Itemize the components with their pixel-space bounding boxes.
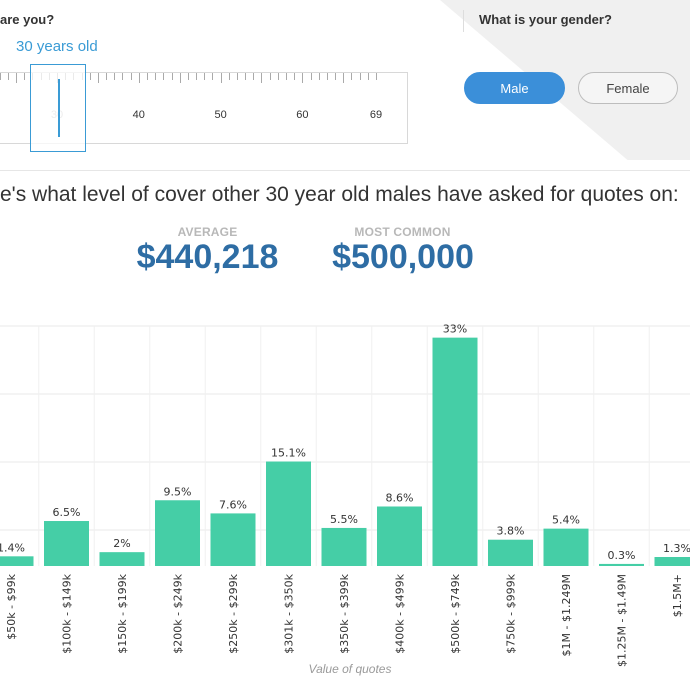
slider-tick — [187, 73, 189, 80]
slider-tick — [294, 73, 296, 80]
male-button[interactable]: Male — [464, 72, 565, 104]
slider-tick — [163, 73, 165, 80]
female-button[interactable]: Female — [578, 72, 678, 104]
slider-tick — [277, 73, 279, 80]
bar-value-label: 0.3% — [608, 549, 636, 562]
slider-tick — [310, 73, 312, 80]
category-tick-label: $301k - $350k — [283, 573, 296, 653]
slider-tick — [228, 73, 230, 80]
average-label: AVERAGE — [177, 225, 238, 239]
slider-tick — [146, 73, 148, 80]
slider-tick — [97, 73, 99, 83]
slider-tick — [24, 73, 26, 80]
category-tick-label: $500k - $749k — [449, 573, 462, 653]
category-tick-label: $750k - $999k — [505, 573, 518, 653]
bar — [432, 337, 478, 566]
bar-value-label: 9.5% — [164, 485, 192, 498]
slider-tick — [376, 73, 377, 80]
slider-tick — [326, 73, 328, 80]
slider-tick — [245, 73, 247, 80]
horizontal-divider — [0, 170, 690, 171]
bar — [321, 527, 367, 566]
category-tick-label: $350k - $399k — [338, 573, 351, 653]
gender-question-label: What is your gender? — [479, 12, 612, 27]
slider-tick — [302, 73, 304, 83]
category-tick-label: $150k - $199k — [116, 573, 129, 653]
slider-tick — [171, 73, 173, 80]
bar-value-label: 1.3% — [663, 542, 690, 555]
bar-value-label: 7.6% — [219, 498, 247, 511]
bar — [488, 539, 533, 566]
bar — [0, 556, 34, 566]
slider-tick — [212, 73, 214, 80]
slider-tick — [343, 73, 345, 83]
category-tick-label: $50k - $99k — [5, 573, 18, 639]
age-slider-thumb[interactable] — [30, 64, 86, 152]
bar — [599, 563, 644, 566]
section-divider — [463, 10, 464, 32]
slider-tick-label: 60 — [296, 109, 309, 121]
bar-value-label: 2% — [113, 537, 130, 550]
bar — [210, 513, 256, 566]
slider-tick — [114, 73, 116, 80]
bar-value-label: 3.8% — [497, 525, 525, 538]
slider-tick — [155, 73, 157, 80]
slider-tick — [286, 73, 288, 80]
category-tick-label: $1.5M+ — [671, 574, 684, 617]
slider-tick-label: 40 — [132, 109, 145, 121]
slider-tick — [7, 73, 9, 80]
bar-value-label: 8.6% — [386, 491, 414, 504]
age-question-label: are you? — [0, 12, 55, 27]
bar-value-label: 15.1% — [271, 447, 306, 460]
slider-tick — [130, 73, 132, 80]
slider-tick — [236, 73, 238, 80]
bar — [99, 552, 145, 566]
bar — [266, 461, 311, 566]
bar — [543, 528, 589, 566]
slider-tick — [204, 73, 206, 80]
slider-tick — [335, 73, 337, 80]
slider-tick — [106, 73, 108, 80]
average-value: $440,218 — [136, 238, 279, 276]
slider-tick — [220, 73, 222, 83]
category-tick-label: $1M - $1.249M — [560, 574, 573, 656]
category-tick-label: $250k - $299k — [227, 573, 240, 653]
slider-tick — [16, 73, 18, 83]
slider-tick — [261, 73, 263, 83]
slider-tick — [122, 73, 124, 80]
slider-tick-label: 69 — [369, 109, 383, 121]
slider-tick — [138, 73, 140, 83]
bar-value-label: 5.4% — [552, 514, 580, 527]
slider-tick — [0, 73, 1, 80]
most-common-value: $500,000 — [332, 238, 474, 276]
category-tick-label: $400k - $499k — [394, 573, 407, 653]
bar — [377, 506, 422, 566]
slider-tick — [269, 73, 271, 80]
category-tick-label: $200k - $249k — [172, 573, 185, 653]
x-axis-label: Value of quotes — [309, 662, 392, 676]
slider-tick — [196, 73, 198, 80]
bar — [654, 557, 690, 566]
category-tick-label: $1.25M - $1.49M — [616, 574, 629, 667]
slider-tick — [253, 73, 255, 80]
slider-tick — [89, 73, 91, 80]
most-common-label: MOST COMMON — [354, 225, 451, 239]
bar-value-label: 6.5% — [53, 506, 81, 519]
bar-value-label: 5.5% — [330, 513, 358, 526]
cover-level-headline: e's what level of cover other 30 year ol… — [0, 183, 679, 206]
bar — [44, 521, 89, 566]
category-tick-label: $100k - $149k — [61, 573, 74, 653]
slider-tick — [367, 73, 369, 80]
slider-tick — [318, 73, 320, 80]
slider-tick — [351, 73, 353, 80]
age-value-text: 30 years old — [16, 38, 98, 55]
age-slider-thumb-line — [58, 79, 60, 137]
bar-value-label: 33% — [443, 323, 467, 336]
slider-tick — [179, 73, 181, 83]
slider-tick-label: 50 — [214, 109, 227, 121]
bar — [155, 500, 200, 566]
slider-tick — [359, 73, 361, 80]
bar-value-label: 1.4% — [0, 541, 25, 554]
